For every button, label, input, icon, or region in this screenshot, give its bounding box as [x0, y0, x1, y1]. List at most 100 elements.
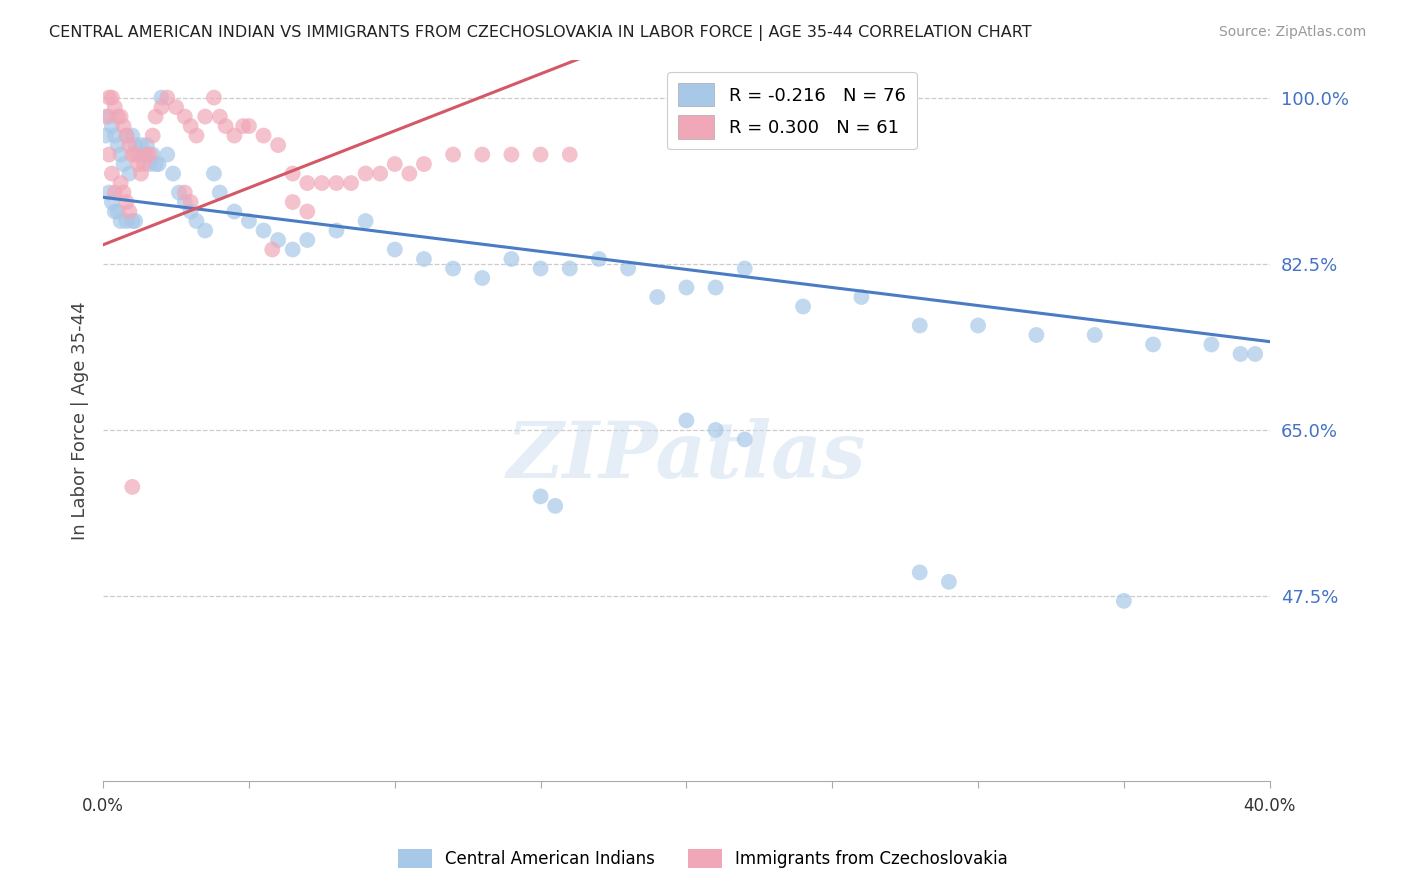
Point — [121, 214, 143, 228]
Point — [544, 499, 567, 513]
Point — [238, 119, 260, 133]
Point — [115, 128, 138, 143]
Point — [115, 128, 138, 143]
Point — [148, 157, 170, 171]
Point — [267, 233, 290, 247]
Point — [675, 413, 697, 427]
Point — [135, 147, 157, 161]
Point — [325, 223, 347, 237]
Point — [281, 194, 304, 209]
Point — [118, 138, 141, 153]
Point — [121, 128, 143, 143]
Point — [675, 280, 697, 294]
Point — [110, 214, 132, 228]
Point — [529, 261, 551, 276]
Point — [297, 233, 319, 247]
Point — [115, 194, 138, 209]
Point — [107, 204, 129, 219]
Point — [340, 176, 363, 190]
Point — [441, 147, 464, 161]
Point — [104, 204, 127, 219]
Point — [354, 167, 377, 181]
Point — [97, 110, 120, 124]
Point — [127, 147, 149, 161]
Point — [186, 128, 208, 143]
Point — [107, 110, 129, 124]
Point — [173, 186, 195, 200]
Point — [617, 261, 640, 276]
Point — [851, 290, 873, 304]
Point — [908, 318, 931, 333]
Point — [112, 119, 135, 133]
Point — [97, 147, 120, 161]
Point — [112, 157, 135, 171]
Point — [558, 147, 581, 161]
Point — [1025, 328, 1047, 343]
Point — [186, 214, 208, 228]
Point — [501, 252, 523, 266]
Point — [180, 204, 202, 219]
Point — [112, 186, 135, 200]
Point — [162, 167, 184, 181]
Point — [281, 243, 304, 257]
Point — [297, 176, 319, 190]
Point — [94, 110, 117, 124]
Point — [368, 167, 391, 181]
Point — [252, 128, 274, 143]
Point — [104, 128, 127, 143]
Point — [129, 138, 152, 153]
Text: ZIPatlas: ZIPatlas — [506, 418, 866, 495]
Point — [121, 147, 143, 161]
Point — [139, 147, 162, 161]
Point — [132, 157, 155, 171]
Point — [938, 574, 960, 589]
Point — [129, 167, 152, 181]
Point — [354, 214, 377, 228]
Point — [908, 566, 931, 580]
Point — [501, 147, 523, 161]
Text: CENTRAL AMERICAN INDIAN VS IMMIGRANTS FROM CZECHOSLOVAKIA IN LABOR FORCE | AGE 3: CENTRAL AMERICAN INDIAN VS IMMIGRANTS FR… — [49, 25, 1032, 41]
Point — [214, 119, 236, 133]
Point — [224, 128, 246, 143]
Point — [173, 194, 195, 209]
Point — [202, 167, 225, 181]
Point — [156, 90, 179, 104]
Point — [471, 271, 494, 285]
Point — [238, 214, 260, 228]
Point — [1229, 347, 1251, 361]
Point — [194, 110, 217, 124]
Point — [101, 167, 124, 181]
Point — [145, 157, 167, 171]
Point — [124, 138, 146, 153]
Point — [127, 157, 149, 171]
Point — [232, 119, 254, 133]
Point — [1201, 337, 1223, 351]
Point — [1112, 594, 1135, 608]
Legend: R = -0.216   N = 76, R = 0.300   N = 61: R = -0.216 N = 76, R = 0.300 N = 61 — [668, 72, 917, 149]
Point — [115, 214, 138, 228]
Point — [97, 90, 120, 104]
Point — [1084, 328, 1107, 343]
Point — [202, 90, 225, 104]
Point — [792, 300, 814, 314]
Point — [145, 110, 167, 124]
Point — [645, 290, 668, 304]
Point — [107, 138, 129, 153]
Point — [110, 176, 132, 190]
Legend: Central American Indians, Immigrants from Czechoslovakia: Central American Indians, Immigrants fro… — [392, 842, 1014, 875]
Point — [156, 147, 179, 161]
Point — [588, 252, 610, 266]
Point — [529, 490, 551, 504]
Point — [384, 243, 406, 257]
Point — [281, 167, 304, 181]
Point — [252, 223, 274, 237]
Point — [132, 147, 155, 161]
Point — [734, 433, 756, 447]
Point — [135, 138, 157, 153]
Y-axis label: In Labor Force | Age 35-44: In Labor Force | Age 35-44 — [72, 301, 89, 540]
Point — [124, 147, 146, 161]
Point — [208, 110, 231, 124]
Point — [142, 147, 165, 161]
Point — [142, 128, 165, 143]
Point — [173, 110, 195, 124]
